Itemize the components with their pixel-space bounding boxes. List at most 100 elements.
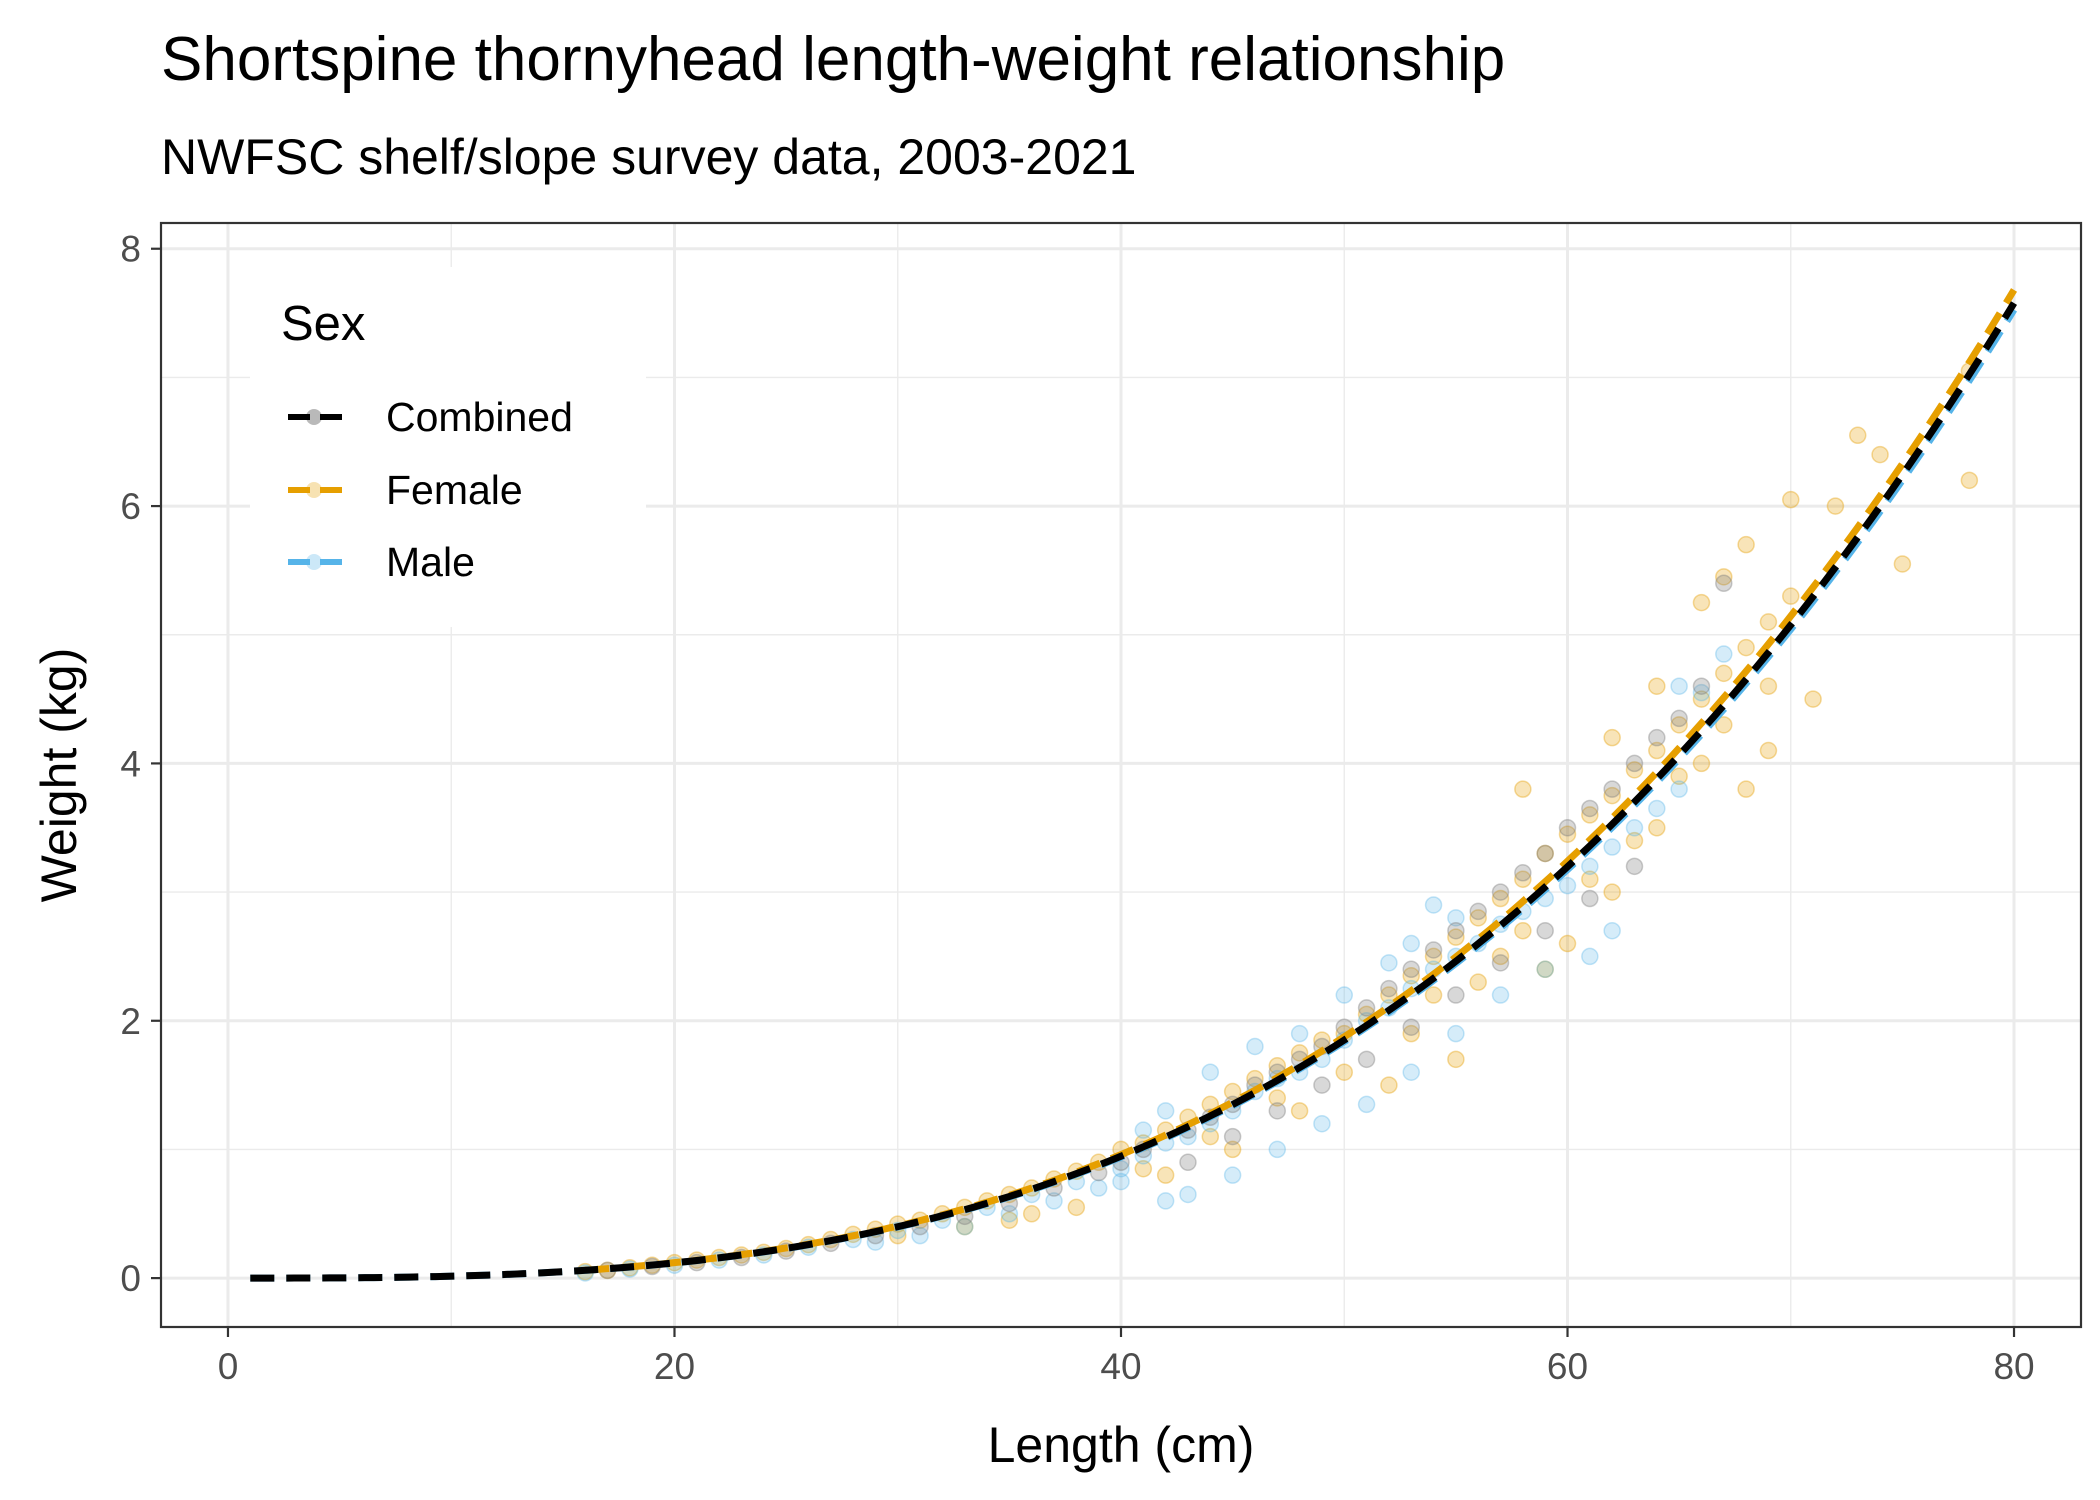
data-point-female bbox=[1782, 587, 1800, 605]
data-point-male bbox=[1603, 921, 1621, 940]
data-point-female bbox=[1424, 986, 1443, 1004]
data-point-combined bbox=[1223, 1127, 1242, 1146]
data-point-female bbox=[1558, 825, 1577, 843]
chart-title: Shortspine thornyhead length-weight rela… bbox=[161, 25, 1506, 94]
legend-background bbox=[250, 267, 646, 627]
data-point-female bbox=[1223, 1140, 1242, 1159]
data-point-male bbox=[1558, 876, 1577, 895]
chart-subtitle: NWFSC shelf/slope survey data, 2003-2021 bbox=[161, 129, 1137, 185]
data-point-male bbox=[1246, 1037, 1264, 1056]
data-point-combined bbox=[1491, 954, 1510, 972]
data-point-female bbox=[1536, 960, 1554, 979]
data-point-female bbox=[1201, 1127, 1220, 1146]
data-point-male bbox=[1536, 960, 1554, 979]
data-point-female bbox=[1067, 1198, 1086, 1217]
data-point-male bbox=[955, 1217, 974, 1236]
data-point-female bbox=[1692, 690, 1711, 708]
data-point-male bbox=[1447, 909, 1465, 927]
data-point-female bbox=[1424, 947, 1443, 966]
data-point-female bbox=[1603, 786, 1621, 805]
x-tick-label: 20 bbox=[654, 1346, 695, 1387]
data-point-combined bbox=[1447, 921, 1465, 940]
x-tick-label: 0 bbox=[218, 1346, 239, 1387]
data-point-female bbox=[1826, 497, 1845, 515]
data-point-female bbox=[1447, 928, 1465, 946]
data-point-male bbox=[911, 1226, 929, 1245]
data-point-male bbox=[1201, 1063, 1220, 1081]
data-point-female bbox=[1759, 613, 1778, 631]
data-point-combined bbox=[1357, 1050, 1376, 1069]
legend-label-male: Male bbox=[386, 539, 475, 585]
data-point-male bbox=[1424, 896, 1443, 914]
data-point-combined bbox=[1179, 1153, 1197, 1172]
y-tick-label: 2 bbox=[120, 1001, 141, 1042]
data-point-male bbox=[1648, 799, 1666, 818]
fit-curve-female bbox=[584, 288, 2018, 1274]
x-tick-label: 80 bbox=[1993, 1346, 2034, 1387]
points-layer bbox=[576, 362, 1979, 1282]
data-point-female bbox=[1469, 973, 1487, 991]
data-point-combined bbox=[1424, 941, 1443, 959]
grid-major bbox=[161, 223, 2081, 1327]
y-tick-label: 0 bbox=[120, 1258, 141, 1299]
data-point-combined bbox=[1558, 819, 1577, 837]
data-point-female bbox=[1625, 831, 1644, 850]
data-point-female bbox=[1491, 947, 1510, 966]
data-point-female bbox=[1960, 471, 1979, 490]
x-tick-label: 40 bbox=[1100, 1346, 1141, 1387]
data-point-male bbox=[1335, 986, 1354, 1004]
data-point-male bbox=[1134, 1121, 1153, 1139]
data-point-female bbox=[1804, 690, 1822, 708]
data-point-male bbox=[1000, 1205, 1019, 1223]
data-point-female bbox=[1134, 1159, 1153, 1178]
data-point-female bbox=[1737, 535, 1755, 554]
data-point-combined bbox=[1402, 960, 1420, 979]
data-point-combined bbox=[1648, 728, 1666, 747]
data-point-combined bbox=[1268, 1102, 1287, 1120]
data-point-female bbox=[1335, 1063, 1354, 1081]
data-point-female bbox=[1380, 1076, 1398, 1094]
data-point-female bbox=[1715, 716, 1733, 734]
x-tick-label: 60 bbox=[1547, 1346, 1588, 1387]
data-point-combined bbox=[1380, 979, 1398, 998]
data-point-male bbox=[1156, 1102, 1175, 1120]
data-point-female bbox=[1223, 1082, 1242, 1101]
y-axis: 0 2 4 6 8 bbox=[120, 229, 161, 1299]
legend: Sex Combined Female Male bbox=[250, 267, 646, 627]
data-point-male bbox=[1402, 934, 1420, 953]
data-point-female bbox=[1469, 909, 1487, 927]
data-point-female bbox=[1692, 754, 1711, 773]
data-point-combined bbox=[1581, 799, 1599, 818]
x-axis: 0 20 40 60 80 bbox=[218, 1327, 2035, 1387]
data-point-combined bbox=[1536, 921, 1554, 940]
data-point-female bbox=[1871, 445, 1889, 464]
data-point-female bbox=[1380, 986, 1398, 1004]
data-point-female bbox=[1603, 883, 1621, 901]
legend-key-point bbox=[306, 554, 322, 570]
data-point-female bbox=[1648, 819, 1666, 837]
data-point-female bbox=[1782, 490, 1800, 509]
data-point-female bbox=[1290, 1102, 1309, 1120]
data-point-female bbox=[1581, 806, 1599, 824]
data-point-female bbox=[1156, 1166, 1175, 1184]
data-point-female bbox=[1447, 1050, 1465, 1069]
data-point-female bbox=[1491, 889, 1510, 908]
data-point-combined bbox=[1357, 999, 1376, 1017]
data-point-female bbox=[1514, 870, 1532, 888]
legend-key-point bbox=[306, 409, 322, 425]
fit-curve-combined bbox=[250, 301, 2018, 1282]
data-point-male bbox=[1447, 1024, 1465, 1043]
curves-layer bbox=[250, 288, 2018, 1282]
data-point-male bbox=[1603, 838, 1621, 856]
data-point-male bbox=[1290, 1024, 1309, 1043]
data-point-combined bbox=[1536, 844, 1554, 863]
data-point-combined bbox=[1625, 857, 1644, 876]
data-point-combined bbox=[1469, 902, 1487, 921]
data-point-male bbox=[1670, 677, 1688, 695]
data-point-female bbox=[1402, 1024, 1420, 1043]
data-point-female bbox=[1759, 741, 1778, 760]
data-point-female bbox=[1625, 761, 1644, 779]
data-point-female bbox=[1737, 638, 1755, 657]
x-axis-title: Length (cm) bbox=[988, 1417, 1255, 1473]
